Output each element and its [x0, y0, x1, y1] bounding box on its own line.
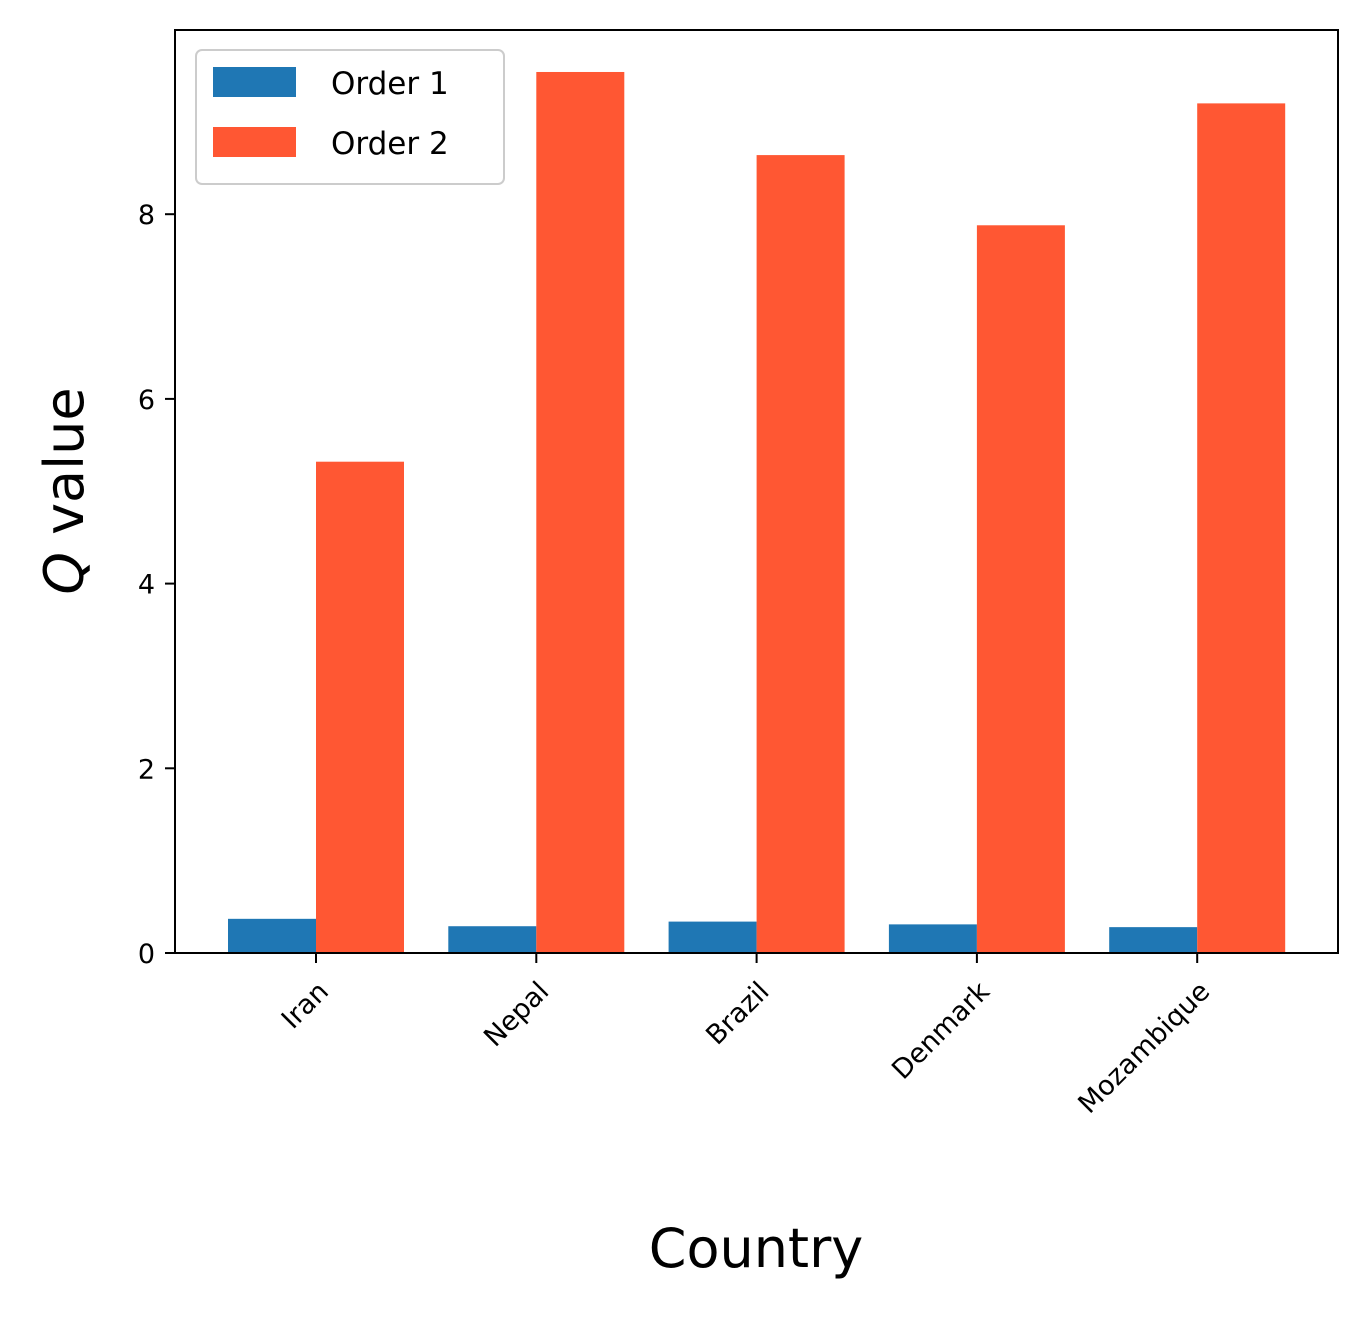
- x-axis-title: Country: [649, 1217, 864, 1280]
- y-tick-label: 8: [138, 200, 155, 231]
- y-tick-label: 2: [138, 754, 155, 785]
- bar-order-1-mozambique: [1109, 927, 1198, 953]
- bars-layer: [228, 71, 1286, 954]
- y-axis-title-symbol: Q: [33, 552, 96, 595]
- y-tick-label: 0: [138, 939, 155, 970]
- y-tick-label: 6: [138, 385, 155, 416]
- bar-order-2-mozambique: [1197, 103, 1286, 953]
- y-tick-label: 4: [138, 570, 155, 601]
- y-axis: 0 2 4 6 8: [138, 200, 175, 970]
- legend-swatch-order-1: [213, 67, 296, 97]
- legend-label-order-1: Order 1: [331, 66, 449, 102]
- bar-order-2-iran: [316, 461, 404, 953]
- bar-order-2-brazil: [756, 155, 845, 953]
- bar-order-2-nepal: [536, 71, 625, 953]
- bar-order-1-denmark: [888, 924, 977, 953]
- y-axis-title: Q value: [33, 387, 96, 594]
- legend-swatch-order-2: [213, 127, 296, 157]
- y-axis-title-text: value: [33, 387, 96, 552]
- legend: Order 1 Order 2: [195, 49, 505, 185]
- bar-order-2-denmark: [976, 225, 1065, 954]
- bar-order-1-brazil: [668, 921, 757, 953]
- bar-order-1-iran: [228, 918, 316, 953]
- legend-label-order-2: Order 2: [331, 126, 449, 162]
- bar-order-1-nepal: [448, 926, 537, 953]
